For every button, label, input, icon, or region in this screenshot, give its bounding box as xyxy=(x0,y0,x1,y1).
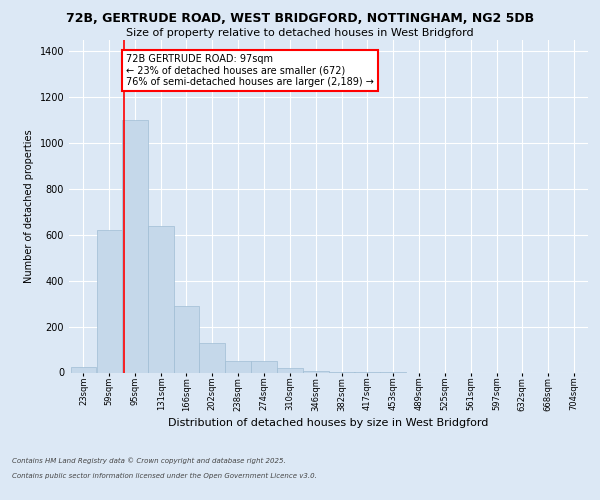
Bar xyxy=(251,361,277,372)
Bar xyxy=(97,230,122,372)
Bar xyxy=(71,367,96,372)
Bar xyxy=(277,368,303,372)
X-axis label: Distribution of detached houses by size in West Bridgford: Distribution of detached houses by size … xyxy=(169,418,488,428)
Text: Contains public sector information licensed under the Open Government Licence v3: Contains public sector information licen… xyxy=(12,472,317,478)
Bar xyxy=(122,120,148,372)
Text: Size of property relative to detached houses in West Bridgford: Size of property relative to detached ho… xyxy=(126,28,474,38)
Bar xyxy=(173,306,199,372)
Text: 72B GERTRUDE ROAD: 97sqm
← 23% of detached houses are smaller (672)
76% of semi-: 72B GERTRUDE ROAD: 97sqm ← 23% of detach… xyxy=(126,54,374,87)
Y-axis label: Number of detached properties: Number of detached properties xyxy=(24,130,34,283)
Bar xyxy=(148,226,174,372)
Bar xyxy=(226,361,251,372)
Bar xyxy=(199,342,225,372)
Text: Contains HM Land Registry data © Crown copyright and database right 2025.: Contains HM Land Registry data © Crown c… xyxy=(12,458,286,464)
Text: 72B, GERTRUDE ROAD, WEST BRIDGFORD, NOTTINGHAM, NG2 5DB: 72B, GERTRUDE ROAD, WEST BRIDGFORD, NOTT… xyxy=(66,12,534,26)
